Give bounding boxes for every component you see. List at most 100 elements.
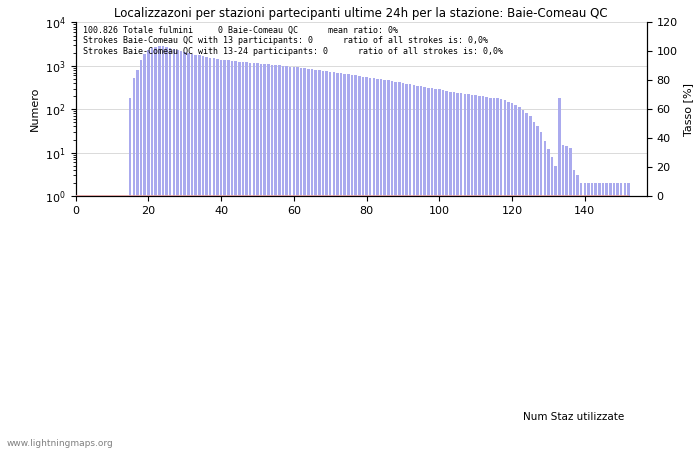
Bar [508, 102, 510, 450]
Bar [369, 78, 372, 450]
Bar [384, 80, 386, 450]
Bar [183, 52, 186, 450]
Bar [271, 65, 273, 450]
Bar [427, 88, 430, 450]
Bar [372, 78, 375, 450]
Bar [150, 48, 153, 450]
Bar [598, 183, 601, 450]
Bar [514, 104, 517, 450]
Bar [158, 46, 160, 450]
Text: Num Staz utilizzate: Num Staz utilizzate [524, 412, 624, 422]
Bar [202, 56, 204, 450]
Bar [289, 67, 291, 450]
Bar [620, 183, 622, 450]
Bar [136, 70, 139, 450]
Bar [616, 183, 619, 450]
Y-axis label: Tasso [%]: Tasso [%] [683, 83, 693, 136]
Bar [580, 183, 582, 450]
Bar [140, 60, 142, 450]
Bar [234, 61, 237, 450]
Bar [402, 83, 404, 450]
Bar [318, 70, 321, 450]
Bar [471, 94, 473, 450]
Bar [602, 183, 604, 450]
Bar [591, 183, 594, 450]
Bar [351, 75, 354, 450]
Bar [293, 67, 295, 450]
Bar [329, 72, 332, 450]
Bar [307, 69, 309, 450]
Bar [609, 183, 612, 450]
Bar [144, 54, 146, 450]
Bar [463, 94, 466, 450]
Bar [424, 87, 426, 450]
Bar [525, 113, 528, 450]
Bar [263, 64, 266, 450]
Bar [340, 73, 342, 450]
Bar [405, 84, 408, 450]
Bar [551, 157, 554, 450]
Bar [584, 183, 586, 450]
Bar [213, 58, 215, 450]
Bar [190, 54, 193, 450]
Bar [453, 92, 455, 450]
Bar [300, 68, 302, 450]
Bar [627, 183, 630, 450]
Text: 100.826 Totale fulmini     0 Baie-Comeau QC      mean ratio: 0%
 Strokes Baie-Co: 100.826 Totale fulmini 0 Baie-Comeau QC … [78, 26, 503, 56]
Bar [467, 94, 470, 450]
Bar [522, 110, 524, 450]
Bar [332, 72, 335, 450]
Bar [594, 183, 597, 450]
Bar [518, 108, 521, 450]
Bar [326, 71, 328, 450]
Bar [358, 76, 360, 450]
Bar [438, 90, 440, 450]
Bar [245, 63, 248, 450]
Bar [180, 51, 182, 450]
Bar [344, 74, 346, 450]
Bar [314, 70, 317, 450]
Bar [132, 78, 135, 450]
Bar [554, 166, 557, 450]
Bar [430, 88, 433, 450]
Bar [241, 62, 244, 450]
Bar [380, 79, 382, 450]
Bar [460, 93, 463, 450]
Bar [606, 183, 608, 450]
Bar [129, 98, 132, 450]
Bar [511, 103, 513, 450]
Bar [147, 50, 150, 450]
Bar [253, 63, 255, 450]
Bar [365, 77, 368, 450]
Bar [216, 59, 218, 450]
Bar [569, 148, 571, 450]
Bar [485, 97, 488, 450]
Bar [394, 81, 397, 450]
Bar [449, 92, 452, 450]
Bar [533, 122, 536, 450]
Bar [493, 98, 495, 450]
Bar [286, 66, 288, 450]
Bar [347, 74, 350, 450]
Bar [489, 98, 491, 450]
Bar [391, 81, 393, 450]
Bar [198, 55, 200, 450]
Bar [416, 86, 419, 450]
Bar [223, 60, 226, 450]
Bar [566, 146, 568, 450]
Bar [322, 71, 324, 450]
Bar [558, 98, 561, 450]
Bar [260, 64, 262, 450]
Bar [256, 63, 259, 450]
Bar [281, 66, 284, 450]
Bar [220, 59, 223, 450]
Bar [420, 86, 422, 450]
Bar [187, 53, 190, 450]
Bar [561, 145, 564, 450]
Bar [249, 63, 251, 450]
Bar [543, 141, 546, 450]
Bar [376, 79, 379, 450]
Bar [172, 49, 175, 450]
Bar [169, 48, 172, 450]
Bar [205, 57, 208, 450]
